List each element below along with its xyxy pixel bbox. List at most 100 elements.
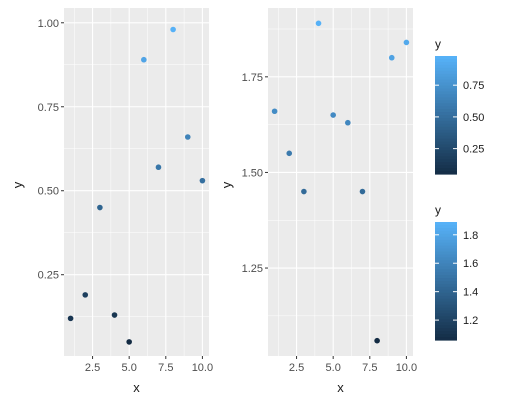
legend-gradient-segment <box>435 112 457 116</box>
legend-gradient-segment <box>435 94 457 98</box>
legend-gradient-segment <box>435 283 457 288</box>
y-tick-label: 1.00 <box>38 18 59 30</box>
legend-tick-label: 1.2 <box>463 315 478 327</box>
legend-gradient-segment <box>435 126 457 131</box>
legend-gradient-segment <box>435 120 457 125</box>
data-point <box>359 188 366 195</box>
legend-gradient-segment <box>435 227 457 232</box>
legend-gradient-segment <box>435 79 457 84</box>
legend-gradient-segment <box>435 304 457 309</box>
legend-gradient-segment <box>435 242 457 247</box>
legend-gradient-segment <box>435 278 457 282</box>
data-point <box>286 150 293 157</box>
legends: y 0.25 0.50 0.75 y 1.2 1.4 1.6 1.8 <box>435 37 484 341</box>
legend-gradient-segment <box>435 150 457 154</box>
legend-gradient-segment <box>435 171 457 175</box>
x-tick-label: 7.5 <box>158 362 173 374</box>
legend-gradient-segment <box>435 289 457 294</box>
legend-gradient-segment <box>435 316 457 320</box>
legend-gradient-segment <box>435 319 457 323</box>
x-axis-title: x <box>133 380 140 395</box>
data-point <box>111 312 118 318</box>
data-point <box>345 119 351 126</box>
data-point <box>170 26 176 33</box>
x-tick-label: 10.0 <box>192 362 213 374</box>
legend-gradient-segment <box>435 334 457 338</box>
legend-gradient-segment <box>435 269 457 273</box>
x-tick-label: 5.0 <box>326 362 341 374</box>
data-point <box>403 39 410 46</box>
x-axis-title: x <box>337 380 344 395</box>
data-point <box>155 164 162 171</box>
legend-gradient-segment <box>435 82 457 87</box>
y-axis-title: y <box>10 181 25 188</box>
x-tick-label: 7.5 <box>362 362 377 374</box>
legend-gradient-segment <box>435 239 457 244</box>
data-point <box>199 177 206 184</box>
plot-1: 2.5 5.0 7.5 10.0 0.25 0.50 0.75 1.00 x y <box>10 8 213 395</box>
plot-panel <box>64 8 209 356</box>
legend-gradient-segment <box>435 230 457 235</box>
legend-gradient-segment <box>435 325 457 329</box>
y-tick-label: 0.75 <box>38 102 59 114</box>
legend-gradient-segment <box>435 147 457 151</box>
data-point <box>97 204 103 211</box>
data-point <box>374 337 380 344</box>
legend-gradient-segment <box>435 70 457 75</box>
legend-gradient-segment <box>435 132 457 137</box>
legend-gradient-segment <box>435 64 457 69</box>
legend-gradient-segment <box>435 106 457 110</box>
y-tick-label: 0.50 <box>38 186 59 198</box>
legend-title: y <box>435 37 441 51</box>
legend-gradient-segment <box>435 168 457 172</box>
data-point <box>388 54 395 61</box>
plot-2: 2.5 5.0 7.5 10.0 1.25 1.50 1.75 x y <box>219 8 417 395</box>
legend-gradient-segment <box>435 100 457 104</box>
legend-gradient-segment <box>435 117 457 122</box>
legend-gradient-segment <box>435 123 457 128</box>
data-point <box>141 56 147 63</box>
x-tick-label: 10.0 <box>396 362 417 374</box>
legend-2: y 1.2 1.4 1.6 1.8 <box>435 203 478 341</box>
legend-gradient-segment <box>435 73 457 78</box>
legend-gradient-segment <box>435 156 457 160</box>
legend-gradient-segment <box>435 67 457 72</box>
data-point <box>126 339 132 345</box>
legend-gradient-segment <box>435 254 457 258</box>
legend-gradient-segment <box>435 298 457 303</box>
data-point <box>67 315 74 322</box>
legend-gradient-segment <box>435 266 457 270</box>
legend-tick-label: 1.6 <box>463 258 478 270</box>
legend-gradient-segment <box>435 295 457 300</box>
legend-gradient-segment <box>435 313 457 317</box>
legend-gradient-segment <box>435 115 457 119</box>
legend-tick-label: 0.50 <box>463 112 484 124</box>
legend-gradient-segment <box>435 85 457 90</box>
legend-gradient-segment <box>435 286 457 291</box>
legend-gradient-segment <box>435 138 457 143</box>
legend-gradient-segment <box>435 307 457 312</box>
legend-gradient-segment <box>435 331 457 335</box>
legend-gradient-segment <box>435 58 457 63</box>
legend-gradient-segment <box>435 162 457 166</box>
x-tick-label: 2.5 <box>289 362 304 374</box>
legend-gradient-segment <box>435 260 457 264</box>
legend-gradient-segment <box>435 97 457 101</box>
legend-gradient-segment <box>435 248 457 253</box>
legend-gradient-segment <box>435 129 457 134</box>
data-point <box>330 112 336 118</box>
legend-gradient-segment <box>435 322 457 326</box>
legend-gradient-segment <box>435 141 457 146</box>
legend-gradient-segment <box>435 224 457 229</box>
data-point <box>301 188 307 195</box>
legend-gradient-segment <box>435 153 457 157</box>
data-point <box>184 134 191 140</box>
legend-gradient-segment <box>435 236 457 241</box>
y-tick-label: 1.75 <box>242 72 263 84</box>
legend-gradient-segment <box>435 222 457 226</box>
data-point <box>315 20 322 27</box>
legend-gradient-segment <box>435 245 457 250</box>
plot-panel <box>268 8 413 356</box>
legend-gradient-segment <box>435 233 457 238</box>
